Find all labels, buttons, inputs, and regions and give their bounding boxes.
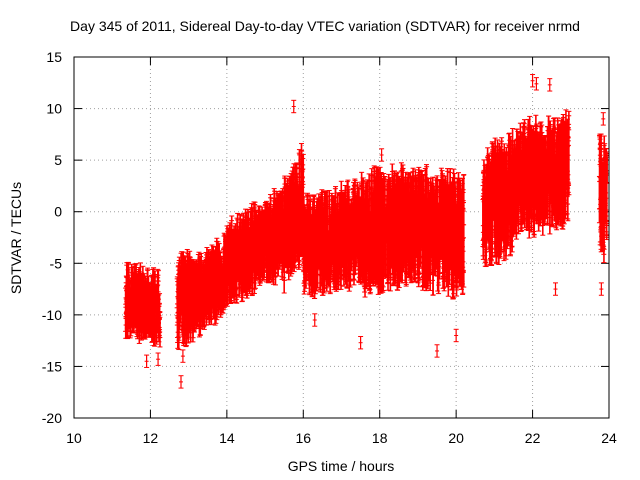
y-tick-label: 15 <box>46 49 62 65</box>
x-axis-tick-labels: 10 12 14 16 18 20 22 24 <box>66 430 617 446</box>
x-tick-label: 20 <box>448 430 464 446</box>
y-tick-label: -15 <box>42 358 62 374</box>
y-tick-label: 0 <box>54 204 62 220</box>
data-series <box>123 74 610 389</box>
chart-title: Day 345 of 2011, Sidereal Day-to-day VTE… <box>70 18 580 34</box>
x-tick-label: 12 <box>143 430 159 446</box>
x-tick-label: 18 <box>372 430 388 446</box>
x-tick-label: 22 <box>525 430 541 446</box>
x-tick-label: 10 <box>66 430 82 446</box>
x-tick-label: 16 <box>295 430 311 446</box>
y-tick-label: 10 <box>46 101 62 117</box>
y-tick-label: 5 <box>54 152 62 168</box>
y-tick-label: -20 <box>42 410 62 426</box>
y-axis-tick-labels: -20 -15 -10 -5 0 5 10 15 <box>42 49 62 426</box>
y-tick-label: -10 <box>42 307 62 323</box>
x-tick-label: 14 <box>219 430 235 446</box>
x-tick-label: 24 <box>601 430 617 446</box>
y-tick-label: -5 <box>50 255 63 271</box>
